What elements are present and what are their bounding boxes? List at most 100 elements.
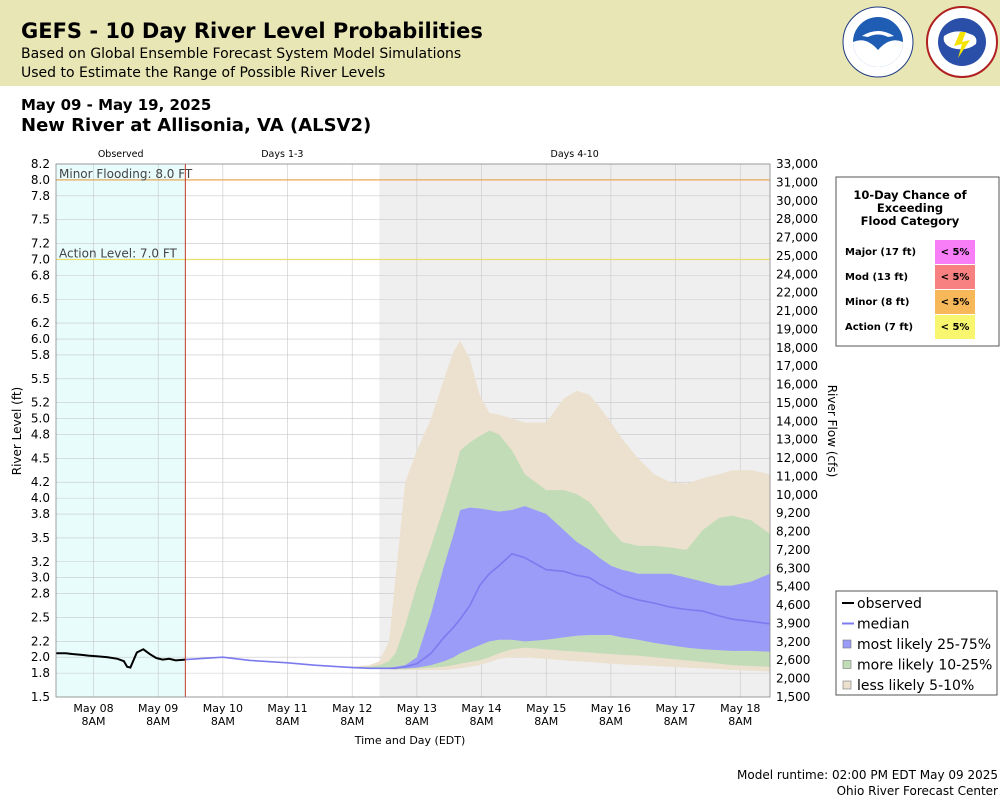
threshold-label: Action Level: 7.0 FT [59, 246, 178, 260]
y-tick-label: 4.2 [31, 475, 50, 489]
plot-border [55, 163, 771, 698]
y-right-tick-label: 24,000 [776, 267, 818, 281]
x-tick-day: May 09 [138, 702, 178, 715]
y-right-tick-label: 17,000 [776, 359, 818, 373]
banner-subtitle-1: Based on Global Ensemble Forecast System… [21, 46, 462, 62]
y-right-tick-label: 15,000 [776, 396, 818, 410]
x-tick-time: 8AM [146, 715, 170, 728]
y-right-tick-label: 28,000 [776, 212, 818, 226]
x-tick-day: May 08 [73, 702, 113, 715]
y-tick-label: 5.2 [31, 396, 50, 410]
x-tick-day: May 18 [720, 702, 760, 715]
y-tick-label: 7.2 [31, 237, 50, 251]
y-right-tick-label: 21,000 [776, 304, 818, 318]
y-tick-label: 6.8 [31, 268, 50, 282]
flood-row-value: < 5% [941, 272, 970, 283]
x-tick-time: 8AM [534, 715, 558, 728]
y-right-tick-label: 8,200 [776, 525, 810, 539]
y-tick-label: 2.5 [31, 610, 50, 624]
threshold-label: Minor Flooding: 8.0 FT [59, 167, 193, 181]
y-right-tick-label: 19,000 [776, 322, 818, 336]
x-tick-day: May 17 [655, 702, 695, 715]
y-right-tick-label: 10,000 [776, 488, 818, 502]
y-right-tick-label: 9,200 [776, 506, 810, 520]
x-tick-time: 8AM [340, 715, 364, 728]
y-right-tick-label: 33,000 [776, 157, 818, 171]
x-tick-time: 8AM [276, 715, 300, 728]
region-bg-2 [185, 164, 380, 697]
y-right-tick-label: 27,000 [776, 231, 818, 245]
y-right-tick-label: 22,000 [776, 286, 818, 300]
x-tick-day: May 14 [461, 702, 501, 715]
y-right-tick-label: 2,600 [776, 653, 810, 667]
flood-table-title: Exceeding [877, 201, 943, 215]
region-label: Days 1-3 [261, 149, 303, 160]
region-label: Observed [98, 149, 144, 160]
flood-row-swatch [935, 290, 975, 314]
flood-row-swatch [935, 240, 975, 264]
y-right-tick-label: 13,000 [776, 433, 818, 447]
y-tick-label: 6.0 [31, 332, 50, 346]
flood-table-title: 10-Day Chance of [853, 188, 967, 202]
y-right-tick-label: 14,000 [776, 414, 818, 428]
legend-box [835, 590, 998, 696]
y-tick-label: 4.8 [31, 427, 50, 441]
x-axis-label: Time and Day (EDT) [354, 734, 466, 747]
observed-line [56, 648, 186, 669]
flood-row-label: Mod (13 ft) [845, 272, 908, 283]
x-tick-time: 8AM [82, 715, 106, 728]
y-right-tick-label: 25,000 [776, 249, 818, 263]
legend-label: less likely 5-10% [857, 678, 974, 694]
y-right-tick-label: 16,000 [776, 378, 818, 392]
y-right-tick-label: 4,600 [776, 598, 810, 612]
header-banner: GEFS - 10 Day River Level Probabilities … [0, 0, 1000, 86]
x-tick-time: 8AM [664, 715, 688, 728]
y-tick-label: 1.8 [31, 666, 50, 680]
x-tick-time: 8AM [728, 715, 752, 728]
y-tick-label: 4.5 [31, 451, 50, 465]
noaa-logo [842, 6, 914, 78]
y-tick-label: 5.5 [31, 372, 50, 386]
x-tick-day: May 16 [591, 702, 631, 715]
flood-row-label: Minor (8 ft) [845, 297, 910, 308]
x-tick-day: May 15 [526, 702, 566, 715]
river-level-chart: Observed Days 1-3 Days 4-10 1.5 1.8 2.0 2.2 2.5… [10, 149, 1000, 747]
x-tick-time: 8AM [211, 715, 235, 728]
y-right-tick-label: 12,000 [776, 451, 818, 465]
legend-label: most likely 25-75% [857, 637, 991, 653]
x-tick-time: 8AM [599, 715, 623, 728]
flood-table-title: Flood Category [861, 214, 960, 228]
y-tick-label: 3.8 [31, 507, 50, 521]
flood-row-label: Action (7 ft) [845, 322, 913, 333]
y-tick-label: 8.0 [31, 173, 50, 187]
station-name: New River at Allisonia, VA (ALSV2) [21, 115, 372, 136]
x-tick-day: May 12 [332, 702, 372, 715]
legend-swatch [842, 639, 852, 649]
y-axis-label: River Level (ft) [10, 387, 24, 475]
x-tick-day: May 13 [397, 702, 437, 715]
region-bg-1 [56, 164, 186, 697]
x-tick-time: 8AM [470, 715, 494, 728]
y-tick-label: 7.5 [31, 213, 50, 227]
y-tick-label: 2.2 [31, 634, 50, 648]
y-tick-label: 4.0 [31, 491, 50, 505]
flood-row-label: Major (17 ft) [845, 247, 916, 258]
flood-row-value: < 5% [941, 297, 970, 308]
legend-swatch [842, 660, 852, 669]
legend-swatch [842, 680, 852, 690]
flood-row-value: < 5% [941, 247, 970, 258]
y-tick-label: 7.8 [31, 189, 50, 203]
y-tick-label: 5.8 [31, 348, 50, 362]
x-tick-day: May 10 [203, 702, 243, 715]
y-tick-label: 3.2 [31, 555, 50, 569]
y-tick-label: 5.0 [31, 412, 50, 426]
date-range: May 09 - May 19, 2025 [21, 96, 212, 114]
y-right-tick-label: 5,400 [776, 580, 810, 594]
nws-logo [926, 6, 998, 78]
y-right-tick-label: 3,900 [776, 616, 810, 630]
y-tick-label: 7.0 [31, 252, 50, 266]
flood-row-value: < 5% [941, 322, 970, 333]
flood-row-swatch [935, 265, 975, 289]
banner-subtitle-2: Used to Estimate the Range of Possible R… [21, 65, 386, 81]
model-runtime: Model runtime: 02:00 PM EDT May 09 2025 [737, 768, 998, 782]
